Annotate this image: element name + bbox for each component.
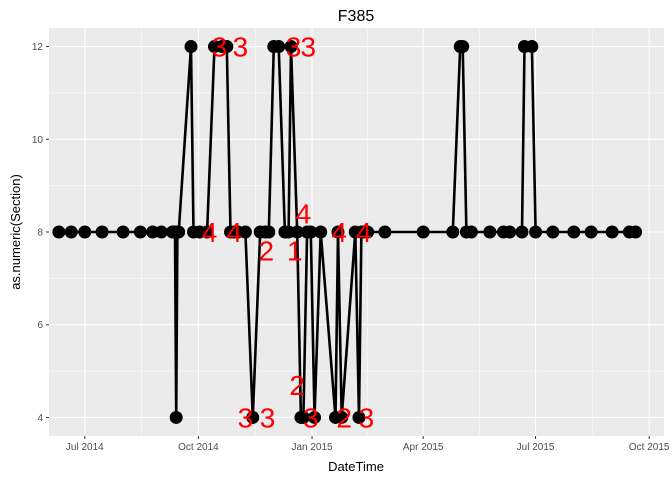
data-point bbox=[378, 225, 392, 239]
annotations-layer: 3 3 3 34 42 144 43 323 2 3 bbox=[202, 32, 374, 434]
points-layer bbox=[52, 40, 643, 424]
data-point bbox=[133, 225, 147, 239]
x-tick-label: Jan 2015 bbox=[291, 442, 333, 453]
data-point bbox=[290, 225, 304, 239]
data-point bbox=[314, 225, 328, 239]
annotation-label: 4 bbox=[356, 217, 372, 248]
data-point bbox=[296, 410, 310, 424]
data-point bbox=[331, 225, 345, 239]
data-point bbox=[361, 225, 375, 239]
annotation-label: 4 bbox=[331, 217, 347, 248]
y-axis: 4 6 8 10 12 bbox=[32, 42, 49, 424]
y-tick-label: 12 bbox=[32, 42, 44, 53]
annotation-label: 3 bbox=[301, 32, 317, 63]
x-tick-label: Jul 2015 bbox=[517, 442, 555, 453]
data-point bbox=[184, 40, 198, 54]
data-point bbox=[304, 225, 318, 239]
annotation-label: 3 bbox=[238, 402, 254, 433]
x-axis: Jul 2014 Oct 2014 Jan 2015 Apr 2015 Jul 2015… bbox=[66, 436, 670, 453]
data-point bbox=[272, 40, 286, 54]
y-tick-label: 8 bbox=[37, 228, 43, 239]
y-tick-label: 4 bbox=[37, 413, 43, 424]
data-point bbox=[262, 225, 276, 239]
data-point bbox=[64, 225, 78, 239]
annotation-label: 2 bbox=[259, 236, 275, 267]
annotation-label: 3 bbox=[212, 32, 228, 63]
x-tick-label: Apr 2015 bbox=[403, 442, 444, 453]
x-tick-label: Oct 2015 bbox=[629, 442, 670, 453]
data-point bbox=[95, 225, 109, 239]
data-point bbox=[529, 225, 543, 239]
annotation-label: 4 bbox=[226, 217, 242, 248]
data-point bbox=[154, 225, 168, 239]
data-point bbox=[352, 410, 366, 424]
x-tick-label: Jul 2014 bbox=[66, 442, 104, 453]
annotation-label: 4 bbox=[296, 198, 312, 229]
annotation-label: 2 bbox=[336, 402, 352, 433]
annotation-label: 3 bbox=[286, 32, 302, 63]
data-point bbox=[52, 225, 66, 239]
data-point bbox=[629, 225, 643, 239]
annotation-label: 3 bbox=[359, 402, 375, 433]
data-point bbox=[525, 40, 539, 54]
x-tick-label: Oct 2014 bbox=[178, 442, 219, 453]
data-point bbox=[238, 225, 252, 239]
data-point bbox=[220, 40, 234, 54]
annotation-label: 3 bbox=[303, 402, 319, 433]
y-tick-label: 6 bbox=[37, 320, 43, 331]
data-point bbox=[456, 40, 470, 54]
chart-title: F385 bbox=[338, 8, 375, 25]
data-point bbox=[172, 225, 186, 239]
data-point bbox=[246, 410, 260, 424]
data-point bbox=[515, 225, 529, 239]
annotation-label: 4 bbox=[202, 217, 218, 248]
annotation-label: 1 bbox=[287, 236, 303, 267]
data-point bbox=[503, 225, 517, 239]
data-point bbox=[335, 410, 349, 424]
data-point bbox=[284, 40, 298, 54]
data-point bbox=[116, 225, 130, 239]
annotation-label: 3 bbox=[233, 32, 249, 63]
data-point bbox=[546, 225, 560, 239]
data-point bbox=[464, 225, 478, 239]
data-point bbox=[169, 410, 183, 424]
data-point bbox=[584, 225, 598, 239]
y-tick-label: 10 bbox=[32, 135, 44, 146]
data-point bbox=[200, 225, 214, 239]
data-point bbox=[308, 410, 322, 424]
annotation-label: 3 bbox=[260, 402, 276, 433]
data-point bbox=[483, 225, 497, 239]
data-point bbox=[416, 225, 430, 239]
x-axis-title: DateTime bbox=[328, 459, 384, 474]
data-point bbox=[567, 225, 581, 239]
data-point bbox=[446, 225, 460, 239]
y-axis-title: as.numeric(Section) bbox=[8, 174, 23, 290]
data-point bbox=[605, 225, 619, 239]
annotation-label: 2 bbox=[289, 370, 305, 401]
data-point bbox=[78, 225, 92, 239]
